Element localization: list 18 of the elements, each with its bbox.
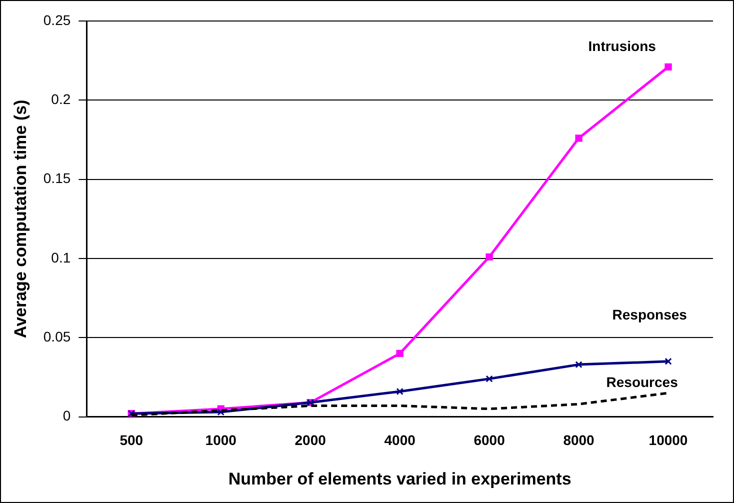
x-tick-label: 2000: [294, 432, 326, 448]
y-tick-label: 0.1: [51, 249, 71, 266]
x-tick-label: 4000: [384, 432, 416, 448]
x-tick-label: 10000: [648, 432, 688, 448]
series-label: Intrusions: [588, 38, 656, 54]
x-tick-label: 500: [120, 432, 144, 448]
y-axis-title: Average computation time (s): [10, 100, 30, 338]
y-tick-label: 0.2: [51, 91, 71, 108]
x-axis-title: Number of elements varied in experiments: [228, 469, 572, 488]
y-tick-label: 0.25: [43, 12, 71, 28]
x-tick-label: 1000: [205, 432, 237, 448]
y-tick-label: 0.15: [43, 170, 71, 186]
text: Responses: [612, 306, 688, 322]
y-tick-label: 0: [62, 408, 71, 424]
y-tick-label: 0.05: [43, 328, 71, 344]
x-tick-label: 8000: [563, 432, 595, 448]
series-label: Resources: [606, 374, 678, 390]
x-tick-label: 6000: [474, 432, 506, 448]
